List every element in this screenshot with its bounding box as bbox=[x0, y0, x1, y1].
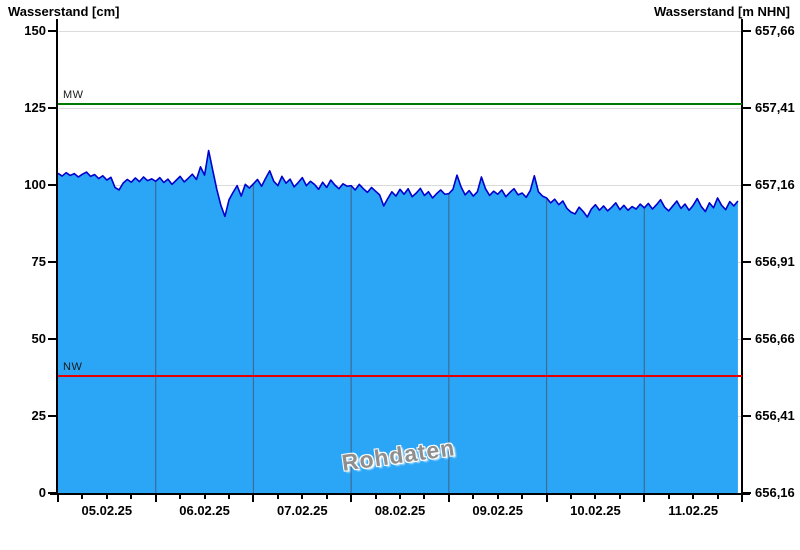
left-axis-tick bbox=[48, 415, 56, 417]
left-axis-tick bbox=[48, 30, 56, 32]
left-axis-tick-label: 0 bbox=[38, 485, 46, 500]
x-axis-minor-tick bbox=[325, 495, 328, 499]
x-axis-minor-tick bbox=[423, 495, 426, 499]
x-axis-date-label: 05.02.25 bbox=[81, 503, 133, 518]
right-axis-line bbox=[741, 19, 743, 495]
right-axis-tick bbox=[743, 415, 751, 417]
right-axis-tick bbox=[743, 184, 751, 186]
x-axis-minor-tick bbox=[81, 495, 84, 499]
right-axis-tick-label: 656,66 bbox=[755, 331, 795, 346]
left-axis-tick-label: 50 bbox=[31, 331, 46, 346]
horizontal-gridline bbox=[59, 30, 742, 32]
right-axis-tick-label: 657,16 bbox=[755, 177, 795, 192]
left-axis-tick bbox=[48, 492, 56, 494]
right-axis-tick bbox=[743, 492, 751, 494]
x-axis-major-tick bbox=[154, 495, 157, 502]
x-axis-minor-tick bbox=[570, 495, 572, 499]
horizontal-gridline bbox=[59, 184, 742, 186]
x-axis-major-tick bbox=[57, 495, 59, 502]
x-axis-minor-tick bbox=[276, 495, 279, 499]
x-axis-minor-tick bbox=[496, 495, 499, 499]
x-axis-major-tick bbox=[252, 495, 255, 502]
x-axis-minor-tick bbox=[521, 495, 524, 499]
left-axis-tick bbox=[48, 107, 56, 109]
right-axis-tick bbox=[743, 261, 751, 263]
mw-reference-line bbox=[58, 102, 742, 105]
right-axis-title: Wasserstand [m NHN] bbox=[653, 4, 790, 19]
water-level-area bbox=[58, 150, 738, 493]
right-axis-tick-label: 656,16 bbox=[755, 485, 795, 500]
right-axis-tick bbox=[743, 30, 751, 32]
x-axis-major-tick bbox=[447, 495, 450, 502]
x-axis-minor-tick bbox=[130, 495, 133, 499]
left-axis-tick-label: 25 bbox=[31, 408, 46, 423]
x-axis-major-tick bbox=[545, 495, 548, 502]
left-axis-tick-label: 75 bbox=[31, 254, 46, 269]
x-axis-minor-tick bbox=[692, 495, 695, 499]
left-axis-title: Wasserstand [cm] bbox=[8, 4, 120, 19]
x-axis-major-tick bbox=[643, 495, 646, 502]
x-axis-minor-tick bbox=[399, 495, 401, 499]
right-axis-tick bbox=[743, 107, 751, 109]
left-axis-line bbox=[56, 19, 58, 495]
x-axis-date-label: 06.02.25 bbox=[179, 503, 230, 518]
horizontal-gridline bbox=[59, 107, 742, 109]
x-axis-date-label: 11.02.25 bbox=[668, 503, 719, 518]
left-axis-tick-label: 100 bbox=[24, 177, 46, 192]
right-axis-tick-label: 657,41 bbox=[755, 100, 795, 115]
x-axis-major-tick bbox=[350, 495, 353, 502]
x-axis-minor-tick bbox=[374, 495, 377, 499]
right-axis-tick-label: 656,41 bbox=[755, 408, 795, 423]
x-axis-minor-tick bbox=[618, 495, 621, 499]
right-axis-tick bbox=[743, 338, 751, 340]
left-axis-tick bbox=[48, 184, 56, 186]
x-axis-minor-tick bbox=[203, 495, 206, 499]
left-axis-tick-label: 150 bbox=[24, 23, 46, 38]
mw-reference-label: MW bbox=[63, 88, 84, 101]
left-axis-tick-label: 125 bbox=[24, 100, 46, 115]
left-axis-tick bbox=[48, 261, 56, 263]
left-axis-tick bbox=[48, 338, 56, 340]
x-axis-major-tick bbox=[741, 495, 743, 502]
x-axis-minor-tick bbox=[472, 495, 475, 499]
area-series-plot bbox=[57, 31, 742, 498]
x-axis-minor-tick bbox=[301, 495, 304, 499]
bottom-axis-line bbox=[50, 493, 750, 495]
x-axis-minor-tick bbox=[594, 495, 597, 499]
x-axis-date-label: 07.02.25 bbox=[276, 503, 328, 518]
nw-reference-label: NW bbox=[63, 361, 83, 374]
water-level-line bbox=[57, 149, 739, 218]
x-axis-date-label: 10.02.25 bbox=[570, 503, 621, 518]
x-axis-date-label: 08.02.25 bbox=[374, 503, 426, 518]
x-axis-minor-tick bbox=[716, 495, 719, 499]
right-axis-tick-label: 656,91 bbox=[755, 254, 795, 269]
right-axis-tick-label: 657,66 bbox=[755, 23, 795, 38]
x-axis-minor-tick bbox=[228, 495, 230, 499]
x-axis-minor-tick bbox=[105, 495, 108, 499]
x-axis-minor-tick bbox=[179, 495, 182, 499]
x-axis-minor-tick bbox=[667, 495, 670, 499]
nw-reference-line bbox=[58, 375, 742, 378]
x-axis-date-label: 09.02.25 bbox=[472, 503, 523, 518]
